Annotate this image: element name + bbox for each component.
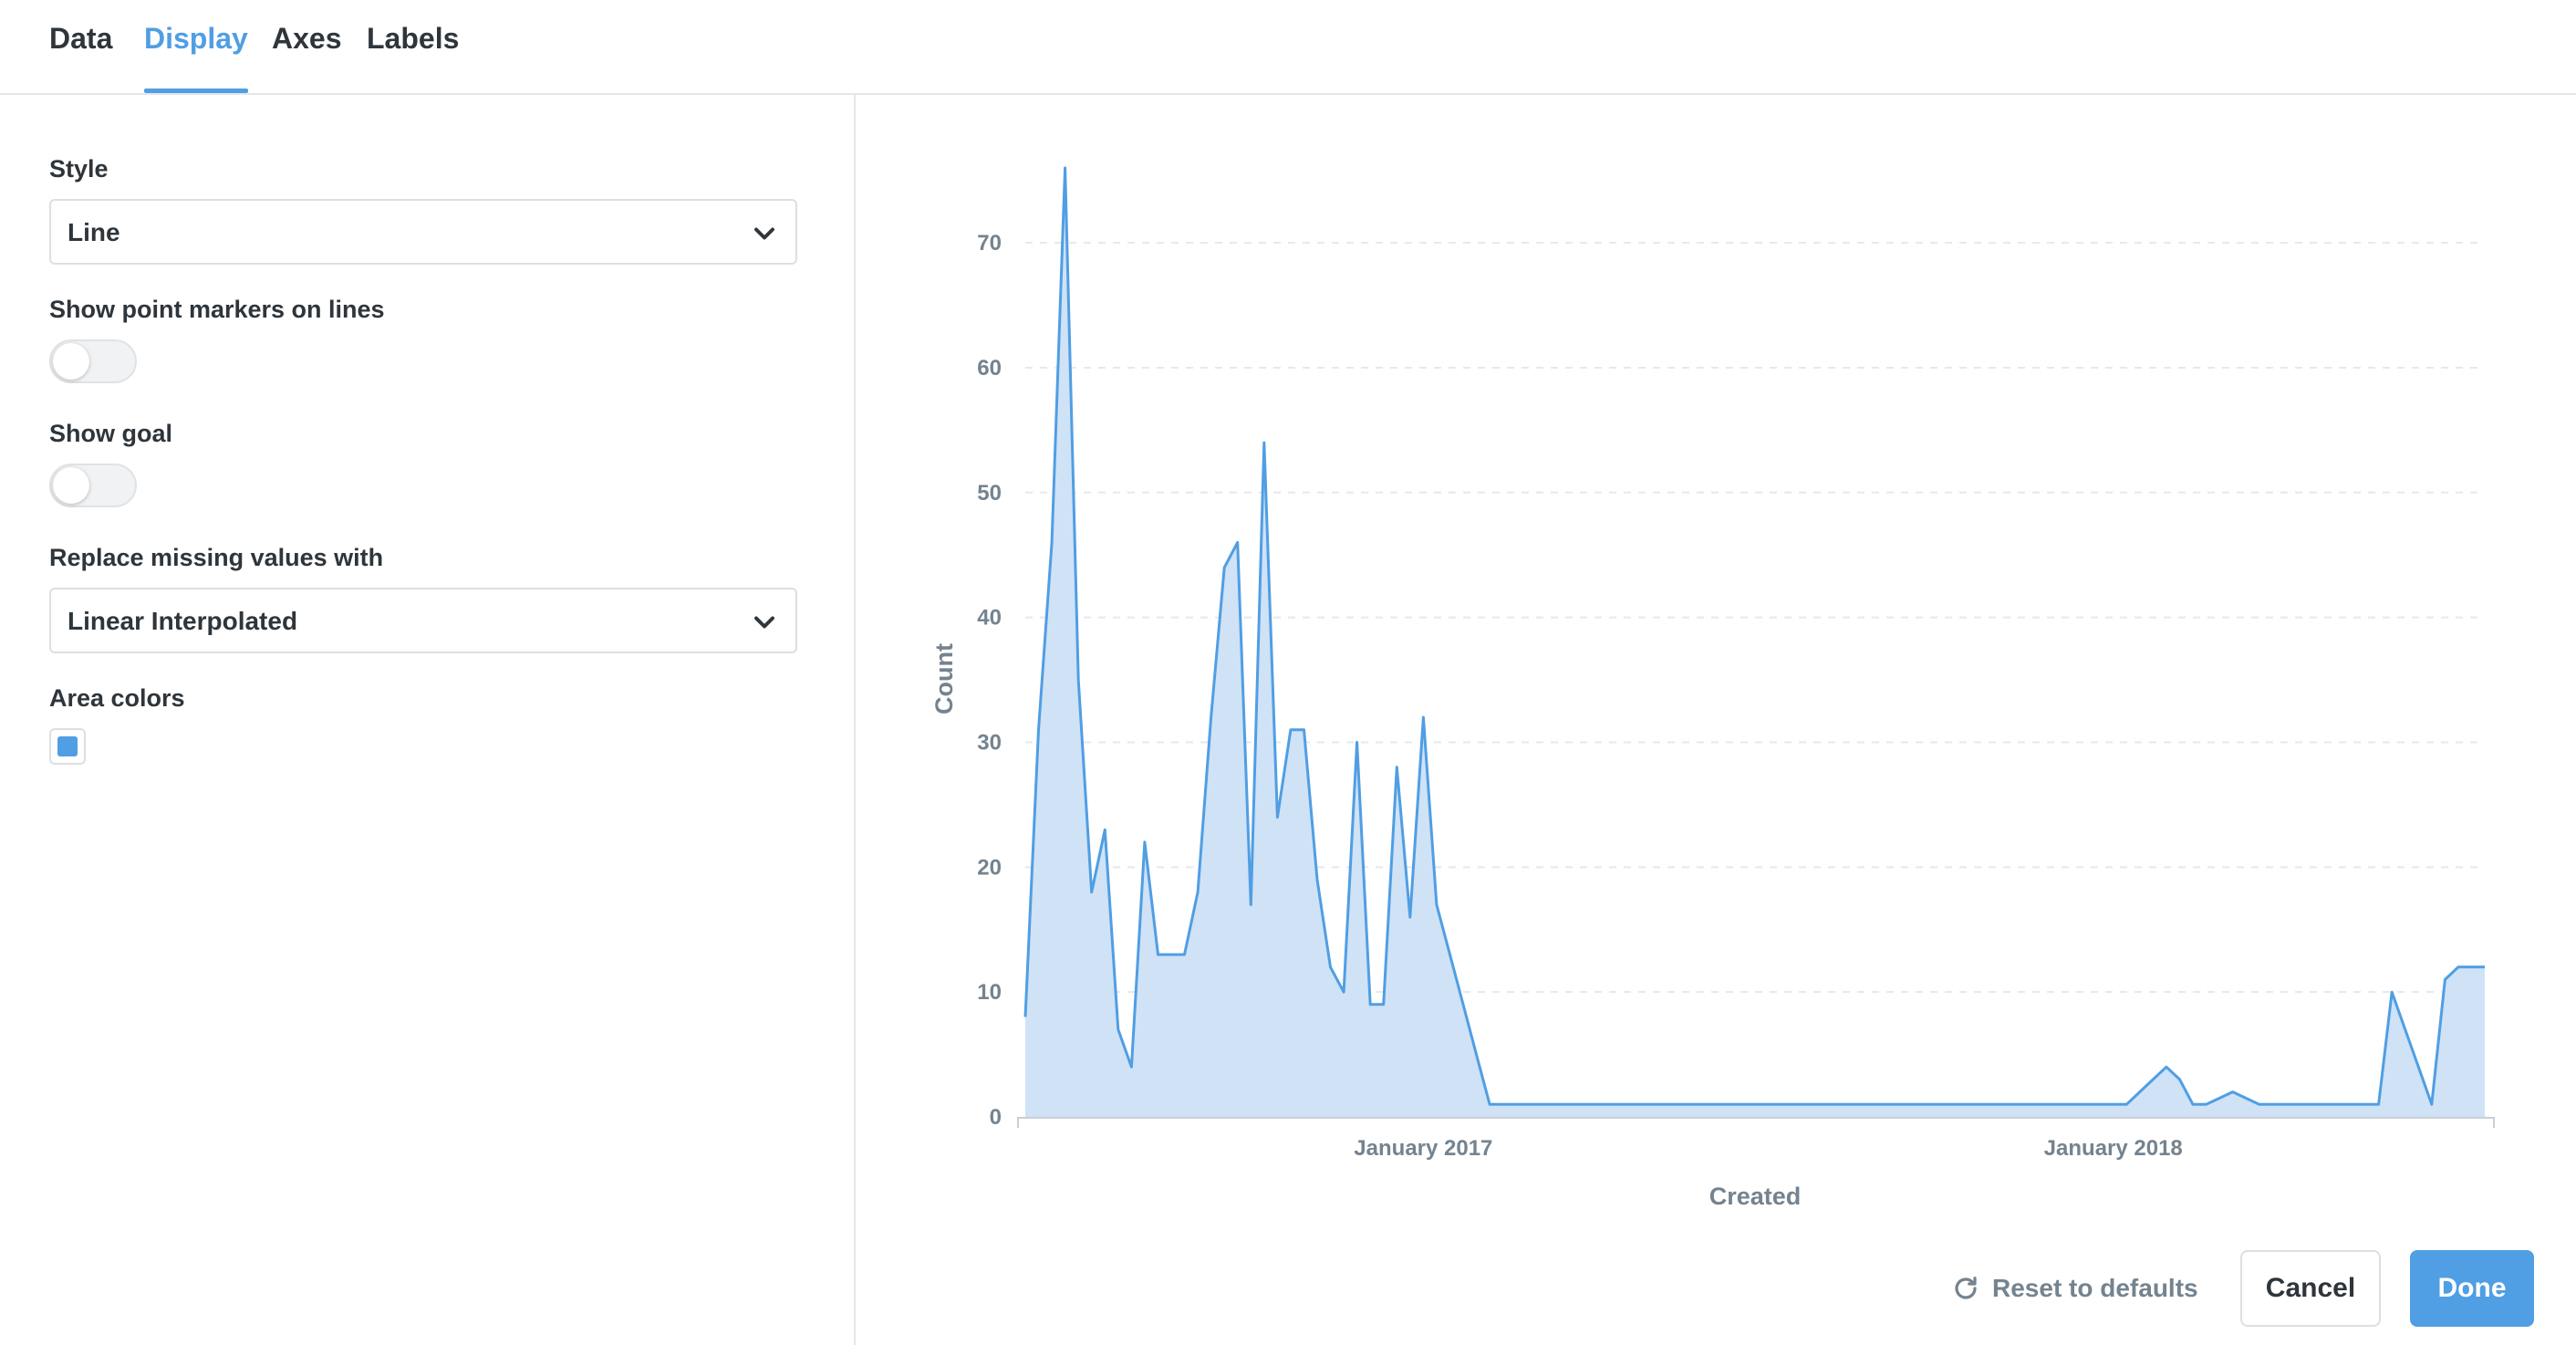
tab-data[interactable]: Data — [49, 22, 113, 55]
done-button[interactable]: Done — [2410, 1250, 2534, 1327]
show-goal-toggle[interactable] — [49, 464, 137, 507]
missing-values-select[interactable]: Linear Interpolated — [49, 588, 797, 653]
tab-display[interactable]: Display — [144, 22, 248, 93]
style-label: Style — [49, 155, 109, 182]
x-tick-label: January 2018 — [2044, 1136, 2183, 1161]
tab-labels[interactable]: Labels — [367, 22, 460, 55]
y-axis-label: Count — [930, 643, 958, 714]
style-select-value: Line — [68, 218, 120, 246]
series-line — [1023, 166, 2485, 1106]
area-color-swatch[interactable] — [49, 728, 86, 765]
missing-values-label: Replace missing values with — [49, 544, 384, 571]
tab-bar: Data Display Axes Labels — [0, 0, 2576, 95]
y-tick-label: 30 — [977, 730, 1002, 755]
cancel-button[interactable]: Cancel — [2240, 1250, 2381, 1327]
y-tick-label: 40 — [977, 606, 1002, 631]
toggle-knob — [53, 467, 89, 504]
settings-panel: Style Line Show point markers on lines S… — [0, 95, 856, 1345]
tab-axes[interactable]: Axes — [272, 22, 342, 55]
area-colors-label: Area colors — [49, 684, 185, 712]
chart-panel: 0 10 20 30 40 50 60 70 January 2017 January 2018… — [857, 95, 2576, 1345]
x-axis-label: Created — [1709, 1183, 1802, 1210]
reset-to-defaults-button[interactable]: Reset to defaults — [1952, 1270, 2198, 1307]
y-tick-label: 0 — [990, 1105, 1002, 1130]
x-axis: January 2017 January 2018 — [1017, 1117, 2495, 1161]
chevron-down-icon — [754, 616, 774, 629]
style-select[interactable]: Line — [49, 199, 797, 265]
series-area-fill — [1025, 168, 2485, 1117]
color-fill — [57, 736, 78, 756]
missing-values-select-value: Linear Interpolated — [68, 607, 298, 635]
y-tick-label: 70 — [977, 231, 1002, 255]
reset-label: Reset to defaults — [1992, 1274, 2198, 1302]
y-tick-label: 20 — [977, 855, 1002, 880]
point-markers-toggle[interactable] — [49, 339, 137, 383]
y-tick-label: 50 — [977, 481, 1002, 506]
y-tick-label: 10 — [977, 980, 1002, 1005]
gridlines — [1025, 242, 2485, 994]
point-markers-label: Show point markers on lines — [49, 296, 385, 323]
toggle-knob — [53, 343, 89, 380]
show-goal-label: Show goal — [49, 420, 172, 447]
series-area — [1023, 166, 2485, 1117]
x-tick-label: January 2017 — [1354, 1136, 1492, 1161]
y-axis-ticks: 0 10 20 30 40 50 60 70 — [977, 231, 1002, 1130]
area-chart: 0 10 20 30 40 50 60 70 January 2017 January 2018… — [930, 166, 2495, 1210]
refresh-icon — [1955, 1277, 1977, 1299]
y-tick-label: 60 — [977, 356, 1002, 381]
chevron-down-icon — [754, 227, 774, 240]
